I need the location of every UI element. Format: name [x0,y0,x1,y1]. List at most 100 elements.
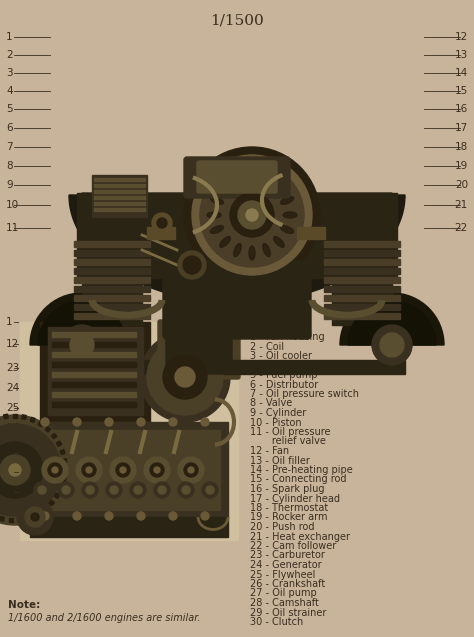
Circle shape [0,455,30,485]
Circle shape [140,332,230,422]
Ellipse shape [249,170,255,184]
Circle shape [184,147,320,283]
Bar [94,202,145,205]
Text: 8: 8 [6,161,13,171]
Circle shape [238,201,266,229]
Text: 11 - Oil pressure: 11 - Oil pressure [250,427,330,437]
Bar [22,415,27,419]
FancyBboxPatch shape [197,161,277,193]
Text: 5: 5 [6,104,13,114]
Bar [69,360,405,374]
Circle shape [175,367,195,387]
Circle shape [178,251,206,279]
Circle shape [38,486,46,494]
Circle shape [70,333,94,357]
Circle shape [42,457,68,483]
Bar [30,517,228,537]
Text: 22: 22 [455,223,468,233]
Bar [9,518,13,522]
Bar [74,295,150,301]
Text: 1 - Fan housing: 1 - Fan housing [250,332,325,342]
Text: 1: 1 [6,317,13,327]
Wedge shape [348,301,436,345]
Circle shape [163,355,207,399]
Text: 25 - Flywheel: 25 - Flywheel [250,569,315,580]
Bar [56,441,62,447]
Text: 16 - Spark plug: 16 - Spark plug [250,484,325,494]
Text: 28 - Camshaft: 28 - Camshaft [250,598,319,608]
Bar [0,517,4,521]
Ellipse shape [273,183,284,194]
Bar [94,196,145,199]
Bar [4,414,8,419]
Circle shape [200,163,304,267]
Ellipse shape [281,197,294,204]
Circle shape [0,415,70,525]
Ellipse shape [207,212,221,218]
Circle shape [17,499,53,535]
Bar [94,184,145,187]
Ellipse shape [234,173,241,187]
Circle shape [82,463,96,477]
Circle shape [105,418,113,426]
Text: 2: 2 [6,50,13,60]
Text: 1/1500: 1/1500 [210,14,264,28]
Circle shape [178,457,204,483]
FancyBboxPatch shape [184,157,290,198]
Text: 18 - Thermostat: 18 - Thermostat [250,503,328,513]
Text: 18: 18 [455,142,468,152]
Bar [94,178,145,181]
Ellipse shape [273,236,284,247]
Text: 16: 16 [455,104,468,114]
Wedge shape [30,293,134,345]
Circle shape [9,464,21,476]
Circle shape [73,512,81,520]
Text: 14 - Pre-heating pipe: 14 - Pre-heating pipe [250,465,353,475]
Bar [40,322,150,422]
Text: 13 - Oil filler: 13 - Oil filler [250,455,310,466]
Text: 19 - Rocker arm: 19 - Rocker arm [250,513,328,522]
Bar [63,468,67,472]
Text: 27: 27 [6,467,19,477]
Bar [38,421,44,427]
Text: 26 - Crankshaft: 26 - Crankshaft [250,579,325,589]
Bar [62,476,66,482]
Bar [94,208,145,211]
FancyBboxPatch shape [166,325,232,374]
Circle shape [372,325,412,365]
Circle shape [152,213,172,233]
Text: 6 - Distributor: 6 - Distributor [250,380,318,389]
Text: relief valve: relief valve [250,436,326,447]
Text: 4 - Intake manifold: 4 - Intake manifold [250,361,342,371]
Text: 3 - Oil cooler: 3 - Oil cooler [250,351,312,361]
Bar [13,414,17,418]
Ellipse shape [210,225,223,233]
Bar [297,227,325,239]
Bar [52,392,136,397]
Text: 19: 19 [455,161,468,171]
Text: 15 - Connecting rod: 15 - Connecting rod [250,475,346,485]
Bar [74,268,150,274]
Text: 24 - Generator: 24 - Generator [250,560,322,570]
Circle shape [62,325,102,365]
Bar [324,304,400,310]
Bar [38,430,220,510]
Wedge shape [38,301,126,345]
Circle shape [0,442,43,498]
Text: 15: 15 [455,86,468,96]
Circle shape [76,457,102,483]
Circle shape [230,193,274,237]
Circle shape [137,418,145,426]
Circle shape [110,457,136,483]
Bar [27,515,31,520]
Bar [82,240,142,325]
Circle shape [120,467,126,473]
Circle shape [202,482,218,498]
Circle shape [137,512,145,520]
Text: 17: 17 [455,123,468,133]
Circle shape [192,155,312,275]
Text: 29: 29 [6,505,19,515]
Bar [324,241,400,247]
Bar [30,417,35,422]
Bar [324,259,400,265]
